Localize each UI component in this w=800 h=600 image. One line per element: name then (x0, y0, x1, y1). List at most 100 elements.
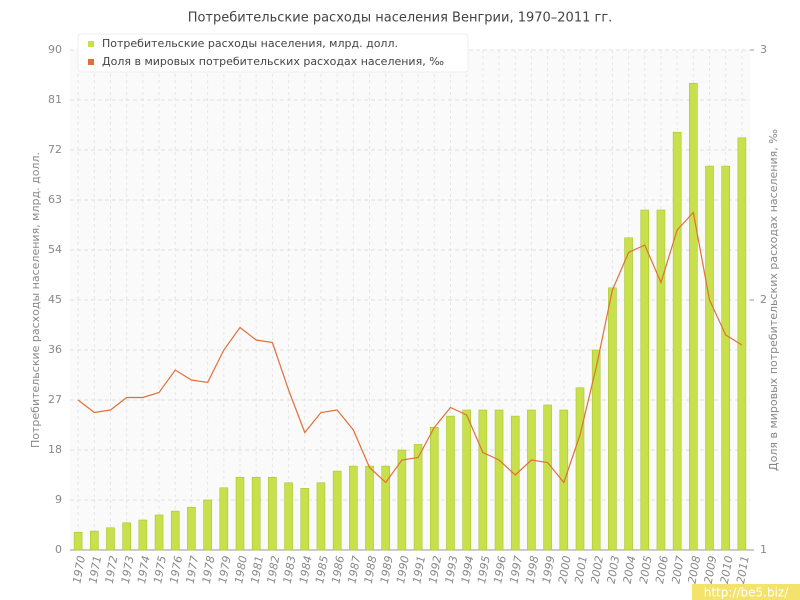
bar (284, 482, 293, 551)
bar (446, 415, 455, 551)
bar (462, 409, 471, 551)
x-tick-label: 2004 (621, 555, 639, 585)
x-tick-label: 1985 (313, 555, 331, 585)
bar (527, 409, 536, 551)
bar (543, 404, 552, 551)
x-tick-label: 1995 (475, 555, 493, 585)
x-tick-label: 1971 (87, 555, 105, 585)
bar (73, 531, 83, 551)
bar (381, 465, 391, 551)
legend-label: Доля в мировых потребительских расходах … (102, 55, 444, 68)
x-tick-label: 2009 (702, 555, 720, 585)
legend-swatch (88, 59, 94, 65)
bar (235, 476, 245, 551)
legend-box (77, 33, 469, 73)
x-tick-label: 1973 (119, 555, 137, 585)
legend-swatch (88, 41, 94, 47)
bar (429, 426, 439, 551)
watermark-bg (692, 584, 800, 600)
y-tick-label: 45 (48, 293, 62, 306)
bar (672, 131, 682, 551)
x-tick-label: 1990 (394, 555, 412, 585)
bar (575, 387, 585, 551)
x-tick-label: 1972 (103, 555, 121, 585)
x-tick-label: 1998 (524, 555, 542, 585)
bar (122, 522, 131, 551)
bar (689, 83, 698, 551)
x-tick-label: 2006 (653, 555, 671, 585)
y-tick-label: 90 (48, 43, 62, 56)
bar (494, 409, 504, 551)
bar (624, 237, 633, 551)
bar (349, 465, 358, 551)
bar (737, 137, 747, 551)
x-tick-label: 2001 (572, 555, 590, 585)
bar (187, 506, 196, 551)
x-tick-label: 1982 (265, 555, 283, 585)
bar (608, 287, 617, 551)
x-tick-label: 1987 (346, 555, 364, 585)
x-tick-label: 1991 (410, 555, 428, 585)
x-tick-label: 1996 (491, 555, 509, 585)
bar (106, 527, 115, 551)
x-tick-label: 1974 (135, 555, 153, 585)
bar (640, 209, 650, 551)
bar (413, 444, 423, 551)
x-tick-label: 2008 (686, 555, 704, 585)
legend-label: Потребительские расходы населения, млрд.… (102, 37, 398, 50)
line (77, 211, 743, 484)
y-tick-label: 36 (48, 343, 62, 356)
x-tick-label: 2003 (605, 555, 623, 585)
y-tick-label: 81 (48, 93, 62, 106)
y-tick-label: 63 (48, 193, 62, 206)
bar (559, 409, 569, 551)
x-tick-label: 2005 (637, 555, 655, 585)
bar (203, 499, 212, 551)
x-tick-label: 1978 (200, 555, 218, 585)
y-tick-label: 9 (55, 493, 62, 506)
x-tick-label: 1983 (281, 555, 299, 585)
bar (656, 209, 666, 551)
bar (89, 530, 99, 551)
x-tick-label: 1979 (216, 555, 234, 585)
x-tick-label: 1977 (184, 555, 202, 585)
y-tick-label: 27 (48, 393, 62, 406)
bar (365, 465, 374, 551)
y2-axis-label: Доля в мировых потребительских расходах … (767, 129, 780, 471)
bar (154, 514, 164, 551)
y2-tick-label: 2 (760, 293, 767, 306)
x-tick-label: 1980 (232, 555, 250, 585)
x-tick-label: 2010 (718, 555, 736, 585)
watermark: http://be5.biz/ (704, 586, 789, 600)
y-tick-label: 54 (48, 243, 62, 256)
bar (478, 409, 488, 551)
bar (219, 487, 229, 551)
bar (510, 415, 520, 551)
x-tick-label: 1994 (459, 555, 477, 585)
x-tick-label: 2007 (669, 555, 687, 585)
bar (721, 165, 731, 551)
y2-tick-label: 3 (760, 43, 767, 56)
x-tick-label: 1976 (167, 555, 185, 585)
bar (268, 476, 277, 551)
bar (397, 449, 407, 551)
bar (251, 476, 261, 551)
y-axis-label: Потребительские расходы населения, млрд.… (29, 152, 42, 448)
x-tick-label: 2002 (588, 555, 606, 585)
bar (332, 470, 342, 551)
x-tick-label: 1989 (378, 555, 396, 585)
x-tick-label: 2011 (734, 555, 752, 585)
x-tick-label: 1993 (443, 555, 461, 585)
x-tick-label: 1988 (362, 555, 380, 585)
chart-title: Потребительские расходы населения Венгри… (188, 11, 613, 26)
bar (170, 510, 180, 551)
y-tick-label: 0 (55, 543, 62, 556)
x-tick-label: 1984 (297, 555, 315, 585)
bar (138, 519, 148, 551)
bar (705, 165, 714, 551)
x-tick-label: 1999 (540, 555, 558, 585)
x-tick-label: 1997 (507, 555, 525, 585)
x-tick-label: 1975 (151, 555, 169, 585)
bar (591, 349, 601, 551)
